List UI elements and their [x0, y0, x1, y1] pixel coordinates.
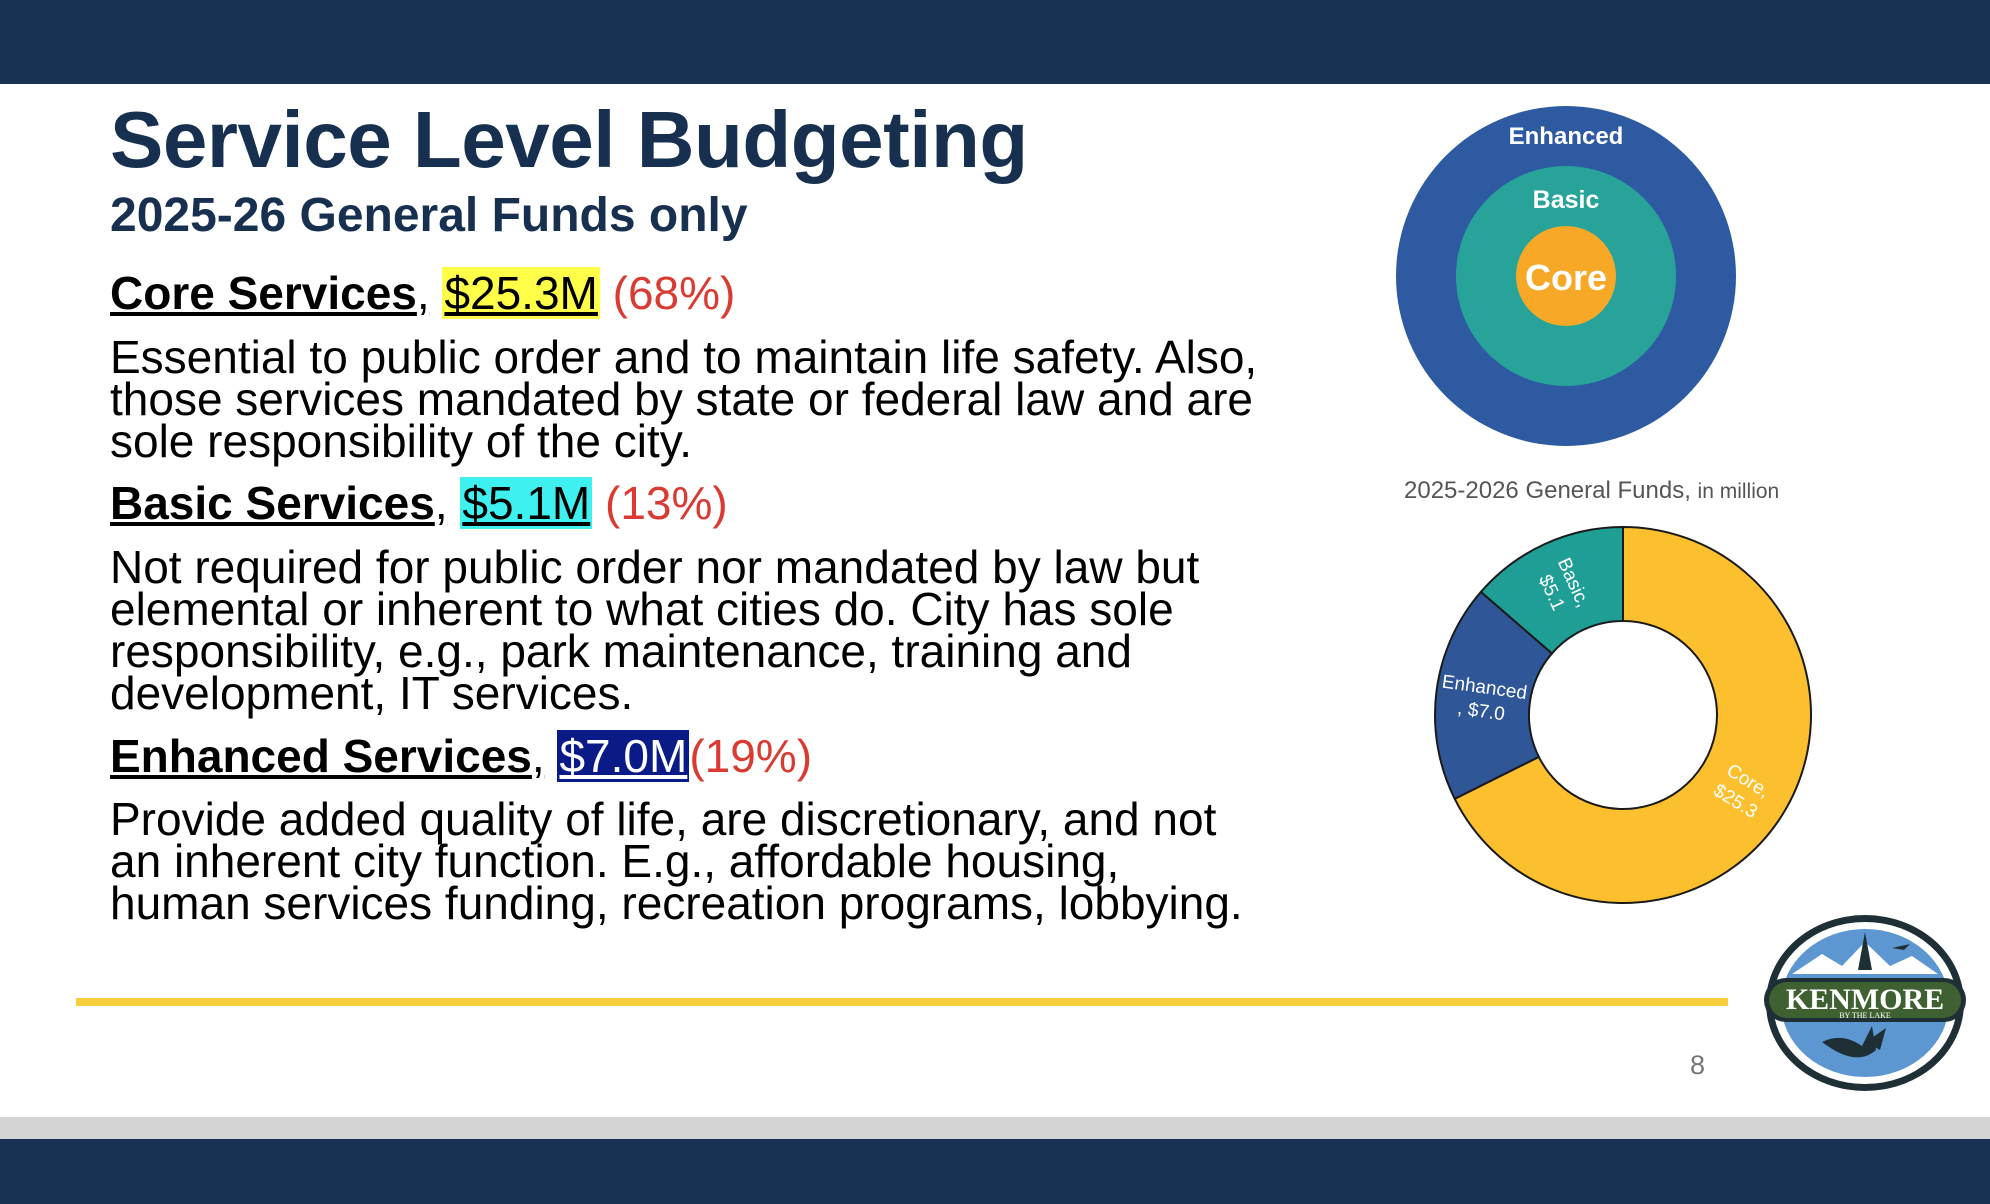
core-services-heading: Core Services, $25.3M (68%)	[110, 267, 736, 319]
kenmore-logo: KENMORE BY THE LAKE	[1764, 915, 1966, 1091]
bottom-banner	[0, 1139, 1990, 1204]
chart-title-main: 2025-2026 General Funds,	[1404, 477, 1691, 504]
page-subtitle: 2025-26 General Funds only	[110, 189, 748, 242]
chart-title: 2025-2026 General Funds, in million	[1404, 477, 1779, 504]
basic-services-heading: Basic Services, $5.1M (13%)	[110, 477, 728, 529]
seaplane-icon	[1892, 944, 1910, 950]
basic-ring-label: Basic	[1533, 186, 1600, 214]
tree-icon	[1858, 932, 1872, 970]
basic-amount-highlight: $5.1M	[460, 477, 593, 529]
separator: ,	[416, 267, 430, 319]
donut-slice-basic	[1479, 525, 1624, 655]
separator: ,	[531, 730, 545, 782]
page-number: 8	[1690, 1050, 1706, 1080]
logo-tagline: BY THE LAKE	[1839, 1011, 1891, 1020]
top-banner	[0, 0, 1990, 84]
section-name: Core Services	[110, 267, 417, 319]
enhanced-ring-label: Enhanced	[1509, 123, 1624, 150]
separator: ,	[434, 477, 448, 529]
heron-icon	[1822, 1026, 1876, 1058]
core-amount-highlight: $25.3M	[442, 267, 600, 319]
service-levels-concentric-diagram: Enhanced Basic Core	[1396, 106, 1736, 446]
general-funds-donut-chart: 2025-2026 General Funds, in million Core…	[1404, 477, 1812, 904]
core-circle	[1516, 226, 1616, 326]
enhanced-percent: (19%)	[689, 730, 813, 782]
logo-wordmark: KENMORE	[1786, 983, 1944, 1016]
bottom-strip	[0, 1117, 1990, 1139]
basic-services-description: Not required for public order nor mandat…	[110, 541, 1200, 719]
enhanced-services-description: Provide added quality of life, are discr…	[110, 793, 1243, 929]
accent-divider	[76, 998, 1728, 1006]
page-title: Service Level Budgeting	[110, 95, 1028, 184]
section-name: Basic Services	[110, 477, 435, 529]
enhanced-services-heading: Enhanced Services, $7.0M(19%)	[110, 730, 813, 782]
chart-title-suffix: in million	[1698, 480, 1780, 503]
core-circle-label: Core	[1525, 257, 1607, 298]
core-percent: (68%)	[612, 267, 736, 319]
donut-slices	[1434, 525, 1812, 904]
donut-slice-enhanced	[1434, 590, 1554, 801]
enhanced-amount-highlight: $7.0M	[557, 730, 690, 782]
core-services-description: Essential to public order and to maintai…	[110, 331, 1258, 467]
basic-percent: (13%)	[605, 477, 728, 529]
donut-slice-core	[1453, 525, 1812, 904]
heron-wing-icon	[1866, 1028, 1886, 1050]
section-name: Enhanced Services	[110, 730, 532, 782]
logo-banner	[1769, 982, 1961, 1018]
